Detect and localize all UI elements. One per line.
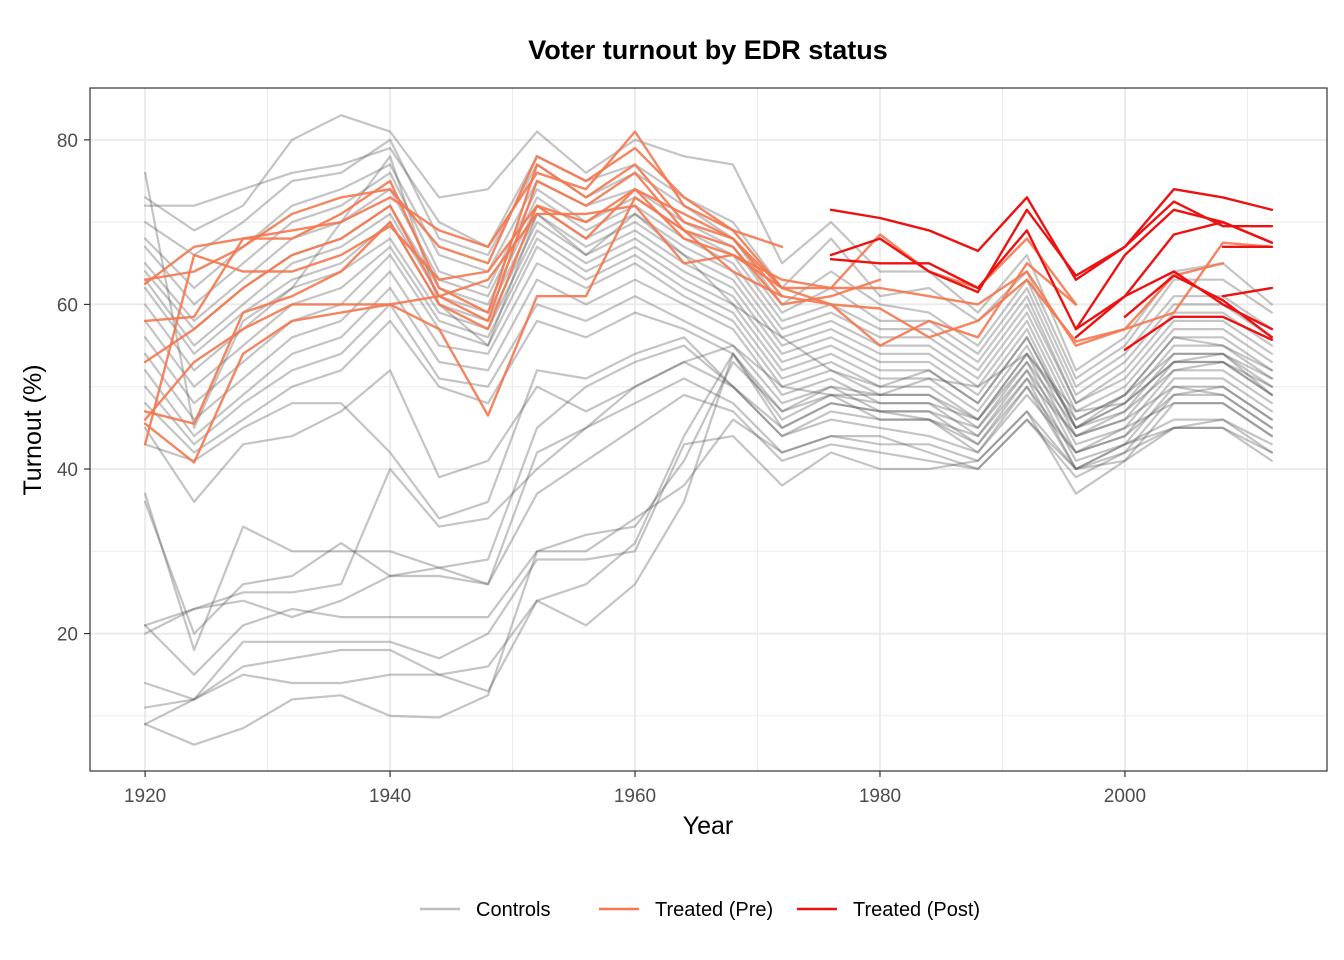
series-line-pre-32 [143,187,1274,425]
series-line-post-42 [1123,315,1274,351]
series-line-post-36 [829,187,1274,281]
series-line-controls-27 [144,352,1274,746]
series-line-controls-25 [144,352,1274,709]
legend: Controls Treated (Pre) Treated (Post) [420,899,980,921]
series-line-post-44 [1221,286,1274,298]
series-line-controls-8 [144,212,1274,421]
x-tick-label: 1960 [614,786,656,807]
series-line-controls-26 [144,352,1274,726]
y-tick-label: 60 [57,295,78,316]
series-line-controls-18 [144,336,1274,520]
series-line-controls-4 [144,163,1274,396]
series-line-controls-14 [144,278,1274,462]
series-line-controls-5 [144,171,1274,405]
series-line-pre-28 [143,130,784,285]
series-line-controls-3 [144,138,1274,388]
x-tick-label: 2000 [1104,786,1146,807]
x-axis: 1920 1940 1960 1980 2000 [124,771,1146,807]
series-line-pre-33 [143,196,1225,421]
series-line-controls-12 [144,245,1274,446]
series-line-controls-17 [144,344,1274,503]
x-axis-title: Year [683,812,734,840]
y-axis: 20 40 60 80 [57,131,90,646]
series-line-controls-2 [144,147,1274,380]
series-line-controls-19 [144,344,1274,652]
y-tick-label: 40 [57,460,78,481]
series-line-controls-9 [144,221,1274,429]
chart-title: Voter turnout by EDR status [528,35,888,65]
series-line-controls-22 [144,393,1274,635]
series-line-controls-0 [144,155,1274,429]
plot-panel-border [89,87,1328,772]
series-line-controls-1 [144,114,1274,372]
series-line-pre-35 [143,187,1078,446]
y-tick-label: 80 [57,131,78,152]
series-line-controls-20 [144,360,1274,635]
series-line-controls-23 [144,418,1274,676]
series-line-controls-16 [144,311,1274,471]
y-axis-title: Turnout (%) [19,364,47,495]
x-tick-label: 1940 [369,786,411,807]
series-line-post-39 [1074,220,1274,331]
series-line-post-41 [1123,274,1274,339]
y-tick-label: 20 [57,625,78,646]
legend-label-0: Controls [476,899,550,921]
series-lines [143,114,1274,746]
series-line-controls-21 [144,377,1274,627]
x-tick-label: 1980 [859,786,901,807]
series-line-post-37 [829,200,1274,294]
series-line-controls-10 [144,229,1274,429]
grid [90,88,1327,771]
series-line-controls-24 [144,410,1274,701]
series-line-pre-29 [143,146,784,290]
series-line-pre-30 [143,163,784,323]
legend-label-2: Treated (Post) [853,899,980,921]
series-line-post-38 [829,208,1274,331]
legend-label-1: Treated (Pre) [655,899,773,921]
x-tick-label: 1920 [124,786,166,807]
series-line-controls-13 [144,262,1274,454]
series-line-controls-11 [144,237,1274,438]
series-line-controls-15 [144,295,1274,471]
